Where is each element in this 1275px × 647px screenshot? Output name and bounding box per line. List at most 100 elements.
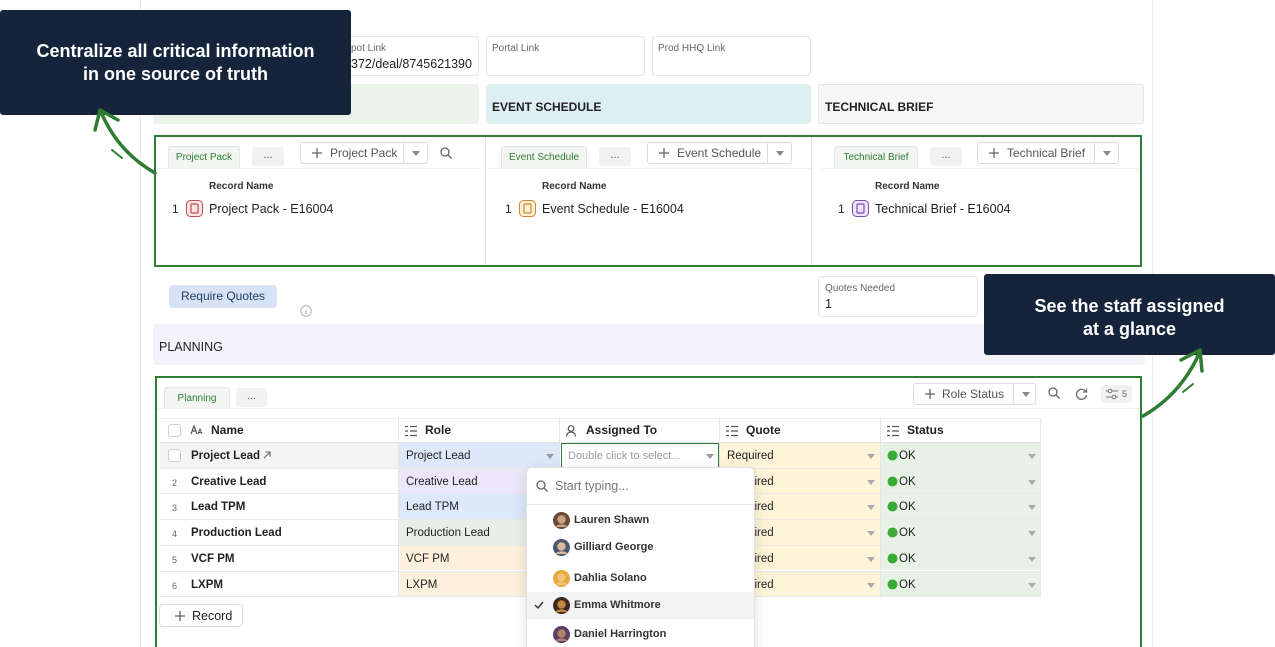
icon-shape — [776, 151, 784, 156]
add-button-label: Technical Brief — [1007, 146, 1086, 160]
add-button[interactable]: Event Schedule — [647, 142, 792, 164]
option-name[interactable]: Daniel Harrington — [574, 628, 667, 640]
field-label: pot Link — [351, 43, 387, 54]
row-name: Creative Lead — [191, 475, 267, 488]
tab[interactable]: Project Pack — [168, 146, 240, 168]
icon-shape — [1028, 531, 1036, 537]
arrow — [90, 100, 160, 180]
icon-shape — [1048, 387, 1058, 397]
icon — [1141, 348, 1204, 418]
status-dot — [887, 501, 898, 512]
more-button[interactable]: ... — [252, 147, 284, 166]
section-title: EVENT SCHEDULE — [492, 100, 602, 114]
more-button[interactable]: ... — [236, 388, 267, 407]
option-name[interactable]: Dahlia Solano — [574, 572, 647, 584]
row-index: 3 — [172, 503, 178, 514]
caret — [1028, 454, 1036, 459]
add-record-button[interactable]: Record — [159, 604, 243, 627]
icon — [1106, 388, 1118, 400]
icon — [887, 579, 898, 589]
icon — [887, 476, 898, 487]
icon-shape — [1028, 582, 1036, 588]
linked-records-frame: Project Pack... Project Pack Record Name 1 P… — [154, 135, 1142, 267]
caret — [867, 556, 875, 562]
add-button[interactable]: Project Pack — [300, 142, 428, 164]
icon-shape — [519, 200, 536, 217]
tab[interactable]: Event Schedule — [501, 146, 587, 168]
icon-shape — [989, 148, 999, 158]
filter-chip[interactable]: 5 — [1101, 385, 1132, 403]
section-header — [818, 84, 1144, 124]
divider — [485, 137, 486, 265]
search-icon — [1048, 387, 1060, 399]
icon-shape — [557, 515, 566, 524]
icon — [534, 601, 544, 610]
require-quotes-button[interactable]: Require Quotes — [169, 285, 277, 308]
tab[interactable]: Technical Brief — [834, 146, 918, 168]
add-button-label: Project Pack — [330, 146, 398, 160]
callout-text: See the staff assigned — [1034, 296, 1225, 316]
checkbox[interactable] — [168, 424, 181, 437]
caret — [1022, 392, 1030, 397]
column-icon — [405, 425, 417, 437]
record-name: Project Pack - E16004 — [209, 202, 334, 216]
add-button[interactable]: Role Status — [913, 383, 1036, 405]
filter-count: 5 — [1122, 389, 1128, 399]
column-header: Record Name — [209, 181, 274, 192]
icon — [1103, 151, 1111, 156]
icon — [1075, 388, 1088, 400]
row-name: Project Lead — [191, 450, 261, 462]
toolbar-line — [822, 168, 1140, 169]
assigned-cell[interactable]: Double click to select... — [561, 443, 719, 469]
option-name[interactable]: Gilliard George — [574, 541, 654, 553]
tab[interactable]: Planning — [164, 387, 230, 408]
plus-icon — [989, 148, 999, 158]
icon — [1028, 531, 1036, 537]
callout-text: in one source of truth — [82, 64, 268, 84]
role-value: Project Lead — [406, 450, 471, 462]
icon-shape — [731, 425, 738, 437]
icon-shape — [1107, 388, 1113, 394]
icon-shape — [175, 611, 185, 621]
more-button[interactable]: ... — [599, 147, 631, 166]
filter-icon — [1106, 388, 1118, 400]
caret — [1028, 531, 1036, 537]
option-name[interactable]: Emma Whitmore — [574, 599, 661, 611]
caret — [1028, 556, 1036, 562]
callout-text: at a glance — [1082, 319, 1177, 339]
divider — [811, 137, 812, 265]
role-value: LXPM — [406, 578, 438, 591]
icon — [887, 425, 899, 437]
icon-shape — [557, 629, 566, 638]
more-button[interactable]: ... — [930, 147, 962, 166]
column-header: Role — [425, 423, 452, 437]
quotes-needed-value: 1 — [825, 297, 832, 311]
icon — [263, 451, 271, 459]
icon — [1028, 556, 1036, 562]
icon-shape — [567, 425, 575, 432]
column-divider — [398, 418, 399, 598]
icon-shape — [1075, 388, 1088, 400]
checkbox[interactable] — [168, 449, 181, 462]
icon-shape — [534, 601, 544, 610]
section-header — [486, 84, 811, 124]
icon-shape — [1182, 383, 1194, 393]
icon-shape — [555, 524, 568, 527]
search-icon — [440, 147, 452, 159]
status-cell — [881, 468, 1040, 494]
record-name: Technical Brief - E16004 — [875, 202, 1011, 216]
option-name[interactable]: Lauren Shawn — [574, 514, 650, 526]
callout — [984, 274, 1275, 355]
dropdown-divider — [527, 504, 754, 505]
add-button[interactable]: Technical Brief — [977, 142, 1119, 164]
icon-shape — [925, 389, 935, 399]
status-cell — [881, 571, 1040, 597]
icon-shape — [99, 110, 157, 175]
caret — [867, 505, 875, 511]
status-cell — [881, 520, 1040, 545]
role-value: Lead TPM — [406, 501, 459, 514]
plus-icon — [175, 611, 185, 621]
icon-shape — [557, 600, 566, 609]
caret — [412, 151, 420, 156]
icon-shape — [557, 573, 566, 582]
